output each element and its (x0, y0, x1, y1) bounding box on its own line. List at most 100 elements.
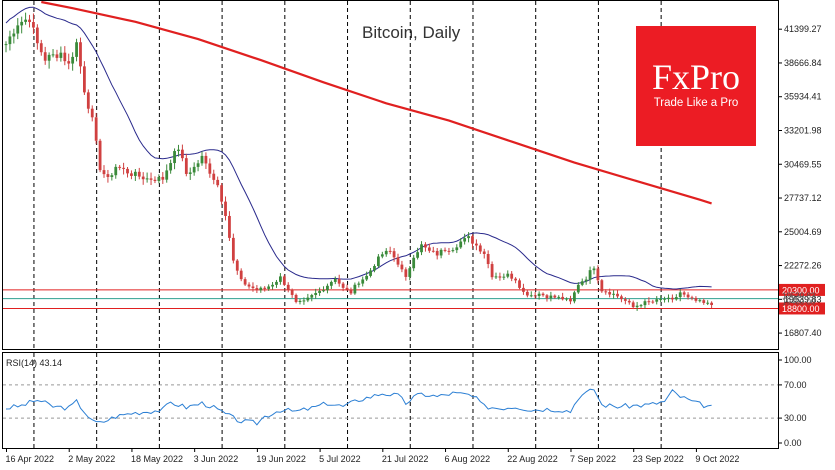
candle-body (255, 288, 259, 291)
candle-body (157, 176, 161, 181)
price-tick-label: 35934.41 (784, 92, 822, 102)
candle-body (12, 33, 16, 37)
candle-body (682, 292, 686, 295)
candle-body (341, 283, 345, 288)
rsi-tick-label: 30.00 (784, 413, 807, 423)
candle-body (408, 268, 412, 277)
rsi-tick-label: 100.00 (784, 355, 812, 365)
candle-body (130, 173, 133, 176)
candle-body (353, 284, 357, 294)
date-tick-label: 18 May 2022 (131, 454, 183, 464)
candle-body (616, 293, 619, 297)
candle-body (114, 166, 118, 176)
candle-body (553, 295, 557, 298)
candle-body (177, 149, 180, 152)
price-tick-label: 25004.69 (784, 227, 822, 237)
candle-body (4, 44, 8, 46)
level-tag-label: 18800.00 (782, 304, 820, 314)
candle-body (369, 270, 372, 276)
candle-body (333, 278, 337, 282)
candle-body (424, 244, 427, 248)
candle-body (98, 140, 102, 171)
ma-fast-line (5, 6, 712, 290)
price-tick-label: 22272.26 (784, 261, 822, 271)
candle-body (478, 245, 482, 252)
candle-body (322, 290, 325, 292)
logo-brand: FxPro (652, 57, 740, 97)
candle-body (412, 257, 416, 269)
candle-body (549, 295, 553, 299)
level-tag (779, 283, 825, 296)
rsi-plot-frame (2, 352, 779, 449)
candle-body (275, 281, 278, 285)
candle-body (361, 279, 365, 284)
date-tick-label: 6 Aug 2022 (445, 454, 491, 464)
candle-body (79, 42, 82, 67)
price-tick-label: 41399.27 (784, 24, 822, 34)
candle-body (149, 178, 153, 180)
price-tick-label: 19539.83 (784, 294, 822, 304)
candle-body (196, 163, 200, 167)
candle-body (94, 117, 98, 141)
candle-body (188, 172, 192, 174)
candle-body (294, 294, 298, 302)
candle-body (471, 236, 474, 244)
candle-body (510, 273, 514, 279)
candle-body (514, 278, 517, 281)
current-price-tag: 19539.83 (782, 292, 816, 301)
candle-body (475, 243, 478, 246)
candle-body (259, 287, 263, 291)
candle-body (439, 249, 443, 256)
price-tick-label: 33201.98 (784, 125, 822, 135)
candle-body (447, 250, 451, 252)
candle-body (612, 293, 615, 295)
date-tick-label: 19 Jun 2022 (256, 454, 306, 464)
candle-body (349, 289, 353, 294)
candle-body (592, 268, 596, 271)
ma-slow-line (41, 0, 712, 205)
candle-body (671, 297, 674, 300)
candle-body (490, 264, 494, 278)
price-tick-label: 16807.40 (784, 328, 822, 338)
candle-body (635, 305, 639, 308)
chart-title: Bitcoin, Daily (362, 23, 461, 42)
candle-body (153, 179, 157, 181)
candle-body (384, 250, 388, 255)
candle-body (55, 54, 59, 58)
candle-body (90, 108, 94, 118)
candle-body (459, 241, 463, 248)
candle-body (596, 268, 600, 281)
candle-body (506, 273, 510, 277)
candle-body (392, 251, 396, 258)
candle-body (580, 281, 584, 285)
candle-body (200, 155, 204, 164)
candle-body (569, 298, 572, 302)
grid-layer (33, 1, 662, 448)
candle-body (600, 280, 604, 292)
candle-body (24, 19, 27, 22)
date-tick-label: 3 Jun 2022 (194, 454, 239, 464)
candle-body (710, 302, 713, 306)
candle-body (181, 149, 184, 159)
candle-body (573, 292, 576, 302)
candle-body (141, 176, 145, 180)
candle-body (208, 163, 212, 174)
candle-body (282, 276, 286, 285)
candle-body (533, 295, 537, 297)
candle-body (102, 170, 106, 175)
candle-body (502, 276, 506, 278)
candle-body (400, 264, 404, 270)
candle-body (396, 257, 400, 265)
candle-body (690, 297, 694, 299)
candle-body (192, 166, 196, 173)
candle-body (326, 285, 329, 291)
candle-body (243, 279, 247, 285)
candle-body (47, 54, 51, 61)
candle-body (263, 287, 267, 289)
rsi-tick-label: 0.00 (784, 438, 802, 448)
candle-body (443, 249, 447, 251)
candle-body (678, 292, 682, 298)
date-tick-label: 7 Sep 2022 (570, 454, 616, 464)
date-tick-label: 2 May 2022 (68, 454, 115, 464)
